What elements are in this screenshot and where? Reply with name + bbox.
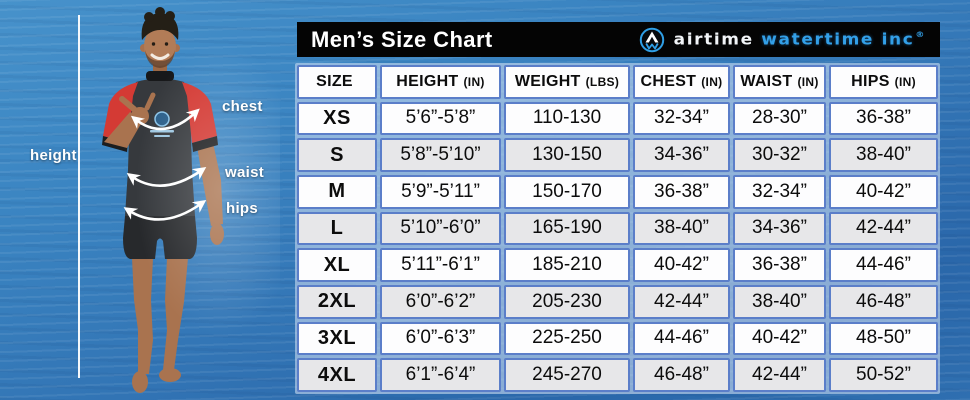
- table-cell: 36-38”: [633, 175, 730, 209]
- table-cell: 110-130: [504, 101, 630, 136]
- column-header-height: HEIGHT (IN): [380, 65, 501, 99]
- size-cell: 3XL: [297, 321, 377, 356]
- table-cell: 42-44”: [733, 358, 826, 392]
- table-cell: 185-210: [504, 248, 630, 282]
- brand-airtime: airtime: [673, 30, 754, 49]
- hips-measure-arrow: [123, 199, 207, 221]
- table-cell: 44-46”: [633, 321, 730, 356]
- column-header-waist: WAIST (IN): [733, 65, 826, 99]
- table-cell: 38-40”: [633, 211, 730, 246]
- table-cell: 46-48”: [633, 358, 730, 392]
- size-cell: XS: [297, 101, 377, 136]
- size-cell: 4XL: [297, 358, 377, 392]
- brand-lockup: airtime watertime inc®: [639, 27, 926, 53]
- table-cell: 5’6”-5’8”: [380, 101, 501, 136]
- table-cell: 42-44”: [829, 211, 938, 246]
- table-cell: 44-46”: [829, 248, 938, 282]
- table-cell: 34-36”: [733, 211, 826, 246]
- column-header-chest: CHEST (IN): [633, 65, 730, 99]
- table-cell: 130-150: [504, 138, 630, 172]
- wetsuit-chest-logo-icon: [154, 111, 170, 127]
- table-cell: 225-250: [504, 321, 630, 356]
- brand-text: airtime watertime inc®: [674, 30, 926, 48]
- table-cell: 40-42”: [733, 321, 826, 356]
- table-cell: 40-42”: [633, 248, 730, 282]
- table-cell: 34-36”: [633, 138, 730, 172]
- table-cell: 205-230: [504, 285, 630, 319]
- column-header-size: SIZE: [297, 65, 377, 99]
- table-cell: 165-190: [504, 211, 630, 246]
- height-label: height: [30, 147, 77, 164]
- table-cell: 48-50”: [829, 321, 938, 356]
- size-cell: S: [297, 138, 377, 172]
- size-cell: M: [297, 175, 377, 209]
- table-cell: 38-40”: [733, 285, 826, 319]
- table-cell: 6’1”-6’4”: [380, 358, 501, 392]
- table-cell: 36-38”: [733, 248, 826, 282]
- table-cell: 32-34”: [633, 101, 730, 136]
- table-cell: 32-34”: [733, 175, 826, 209]
- brand-watertime: watertime inc: [761, 30, 915, 49]
- table-cell: 28-30”: [733, 101, 826, 136]
- hips-label: hips: [226, 200, 259, 217]
- table-cell: 38-40”: [829, 138, 938, 172]
- registered-mark: ®: [915, 30, 926, 40]
- table-cell: 150-170: [504, 175, 630, 209]
- table-cell: 40-42”: [829, 175, 938, 209]
- page-title: Men’s Size Chart: [311, 26, 493, 52]
- table-cell: 245-270: [504, 358, 630, 392]
- table-cell: 6’0”-6’3”: [380, 321, 501, 356]
- table-cell: 42-44”: [633, 285, 730, 319]
- table-cell: 30-32”: [733, 138, 826, 172]
- waist-label: waist: [225, 164, 265, 181]
- table-cell: 50-52”: [829, 358, 938, 392]
- column-header-weight: WEIGHT (LBS): [504, 65, 630, 99]
- title-bar: Men’s Size Chart airtime watertime inc®: [297, 22, 940, 57]
- table-cell: 5’9”-5’11”: [380, 175, 501, 209]
- table-cell: 6’0”-6’2”: [380, 285, 501, 319]
- table-cell: 5’10”-6’0”: [380, 211, 501, 246]
- table-cell: 46-48”: [829, 285, 938, 319]
- chest-measure-arrow: [130, 108, 200, 131]
- size-cell: 2XL: [297, 285, 377, 319]
- airtime-watertime-logo-icon: [639, 27, 664, 52]
- size-cell: L: [297, 211, 377, 246]
- table-cell: 36-38”: [829, 101, 938, 136]
- table-cell: 5’11”-6’1”: [380, 248, 501, 282]
- size-table: SIZE HEIGHT (IN) WEIGHT (LBS) CHEST (IN) WA…: [295, 63, 940, 394]
- model-figure-panel: height chest waist hips: [0, 0, 290, 400]
- wetsuit-model-illustration: [78, 7, 224, 393]
- table-cell: 5’8”-5’10”: [380, 138, 501, 172]
- size-cell: XL: [297, 248, 377, 282]
- chest-label: chest: [222, 98, 263, 115]
- waist-measure-arrow: [126, 167, 207, 187]
- column-header-hips: HIPS (IN): [829, 65, 938, 99]
